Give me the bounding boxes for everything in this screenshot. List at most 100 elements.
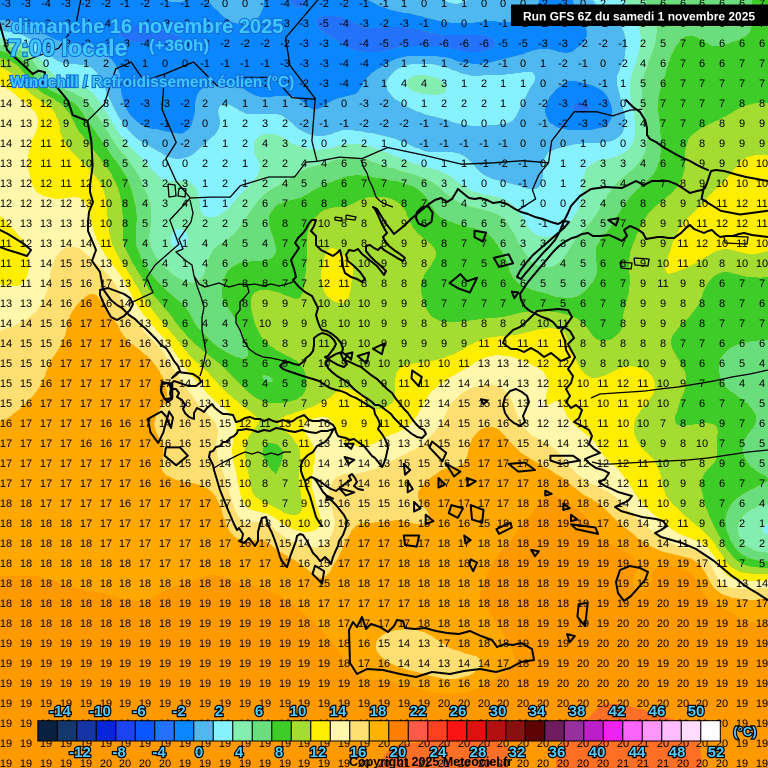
svg-text:0: 0	[401, 138, 407, 150]
svg-text:10: 10	[358, 258, 370, 270]
svg-text:7: 7	[301, 278, 307, 290]
svg-text:4: 4	[301, 158, 307, 170]
svg-text:15: 15	[0, 358, 12, 370]
svg-text:18: 18	[199, 558, 211, 570]
svg-text:16: 16	[378, 658, 390, 670]
svg-text:18: 18	[478, 678, 490, 690]
svg-text:10: 10	[637, 358, 649, 370]
svg-text:5: 5	[660, 38, 666, 50]
svg-text:4: 4	[142, 238, 148, 250]
svg-text:7: 7	[719, 438, 725, 450]
svg-text:18: 18	[478, 618, 490, 630]
svg-text:10: 10	[139, 298, 151, 310]
svg-text:8: 8	[500, 258, 506, 270]
svg-text:6: 6	[222, 258, 228, 270]
svg-text:19: 19	[60, 658, 72, 670]
svg-text:6: 6	[699, 358, 705, 370]
svg-text:15: 15	[279, 538, 291, 550]
svg-text:18: 18	[60, 558, 72, 570]
svg-text:13: 13	[159, 338, 171, 350]
svg-text:2: 2	[520, 218, 526, 230]
svg-text:9: 9	[759, 118, 765, 130]
svg-text:19: 19	[637, 598, 649, 610]
svg-text:14: 14	[20, 318, 32, 330]
svg-text:14: 14	[338, 458, 350, 470]
svg-text:16: 16	[438, 458, 450, 470]
svg-text:8: 8	[361, 278, 367, 290]
svg-text:0: 0	[600, 58, 606, 70]
svg-text:19: 19	[577, 558, 589, 570]
svg-text:14: 14	[298, 538, 310, 550]
svg-text:10: 10	[736, 258, 748, 270]
svg-text:12: 12	[40, 198, 52, 210]
svg-text:17: 17	[80, 498, 92, 510]
svg-text:17: 17	[60, 498, 72, 510]
svg-text:11: 11	[478, 338, 489, 350]
svg-text:4: 4	[202, 238, 208, 250]
svg-text:18: 18	[358, 578, 370, 590]
svg-text:19: 19	[318, 678, 330, 690]
svg-text:6: 6	[202, 298, 208, 310]
svg-text:-1: -1	[419, 138, 429, 150]
svg-text:18: 18	[318, 618, 330, 630]
svg-text:20: 20	[458, 758, 470, 768]
svg-text:13: 13	[736, 578, 748, 590]
svg-text:6: 6	[660, 158, 666, 170]
svg-text:-2: -2	[379, 18, 389, 30]
svg-text:0: 0	[520, 118, 526, 130]
svg-text:18: 18	[478, 558, 490, 570]
svg-text:18: 18	[537, 498, 549, 510]
svg-text:11: 11	[40, 158, 51, 170]
svg-text:1: 1	[222, 138, 228, 150]
svg-text:17: 17	[497, 438, 509, 450]
svg-text:13: 13	[438, 658, 450, 670]
svg-text:8: 8	[275, 744, 283, 761]
svg-text:15: 15	[0, 398, 12, 410]
svg-text:16: 16	[119, 418, 131, 430]
svg-text:5: 5	[739, 438, 745, 450]
svg-text:-3: -3	[598, 118, 608, 130]
svg-text:20: 20	[100, 758, 112, 768]
svg-text:0: 0	[162, 158, 168, 170]
svg-text:-3: -3	[538, 38, 548, 50]
svg-text:1: 1	[23, 38, 29, 50]
svg-text:18: 18	[40, 538, 52, 550]
svg-text:8: 8	[441, 258, 447, 270]
svg-text:2: 2	[759, 538, 765, 550]
svg-text:19: 19	[179, 638, 191, 650]
svg-text:1: 1	[759, 518, 765, 530]
svg-text:19: 19	[0, 658, 12, 670]
svg-text:-2: -2	[240, 38, 250, 50]
svg-text:19: 19	[557, 538, 569, 550]
svg-text:12: 12	[0, 278, 12, 290]
svg-text:15: 15	[179, 458, 191, 470]
svg-text:-1: -1	[419, 118, 429, 130]
svg-text:16: 16	[100, 418, 112, 430]
svg-text:17: 17	[139, 358, 151, 370]
svg-text:14: 14	[497, 378, 509, 390]
svg-text:19: 19	[537, 678, 549, 690]
svg-text:18: 18	[338, 638, 350, 650]
svg-text:18: 18	[119, 618, 131, 630]
svg-text:17: 17	[80, 518, 92, 530]
svg-text:17: 17	[60, 438, 72, 450]
svg-text:6: 6	[262, 438, 268, 450]
svg-text:8: 8	[640, 218, 646, 230]
svg-text:19: 19	[60, 698, 72, 710]
svg-text:10: 10	[338, 378, 350, 390]
svg-text:8: 8	[699, 418, 705, 430]
svg-text:17: 17	[756, 598, 768, 610]
svg-text:-3: -3	[21, 0, 31, 10]
svg-text:-2: -2	[558, 58, 568, 70]
svg-text:-3: -3	[160, 18, 170, 30]
svg-text:19: 19	[179, 598, 191, 610]
svg-text:10: 10	[657, 478, 669, 490]
svg-text:17: 17	[378, 538, 390, 550]
svg-text:11: 11	[398, 418, 409, 430]
svg-text:14: 14	[318, 458, 330, 470]
svg-text:9: 9	[421, 238, 427, 250]
svg-text:17: 17	[100, 458, 112, 470]
svg-text:6: 6	[660, 138, 666, 150]
svg-text:9: 9	[401, 318, 407, 330]
svg-text:16: 16	[0, 418, 12, 430]
